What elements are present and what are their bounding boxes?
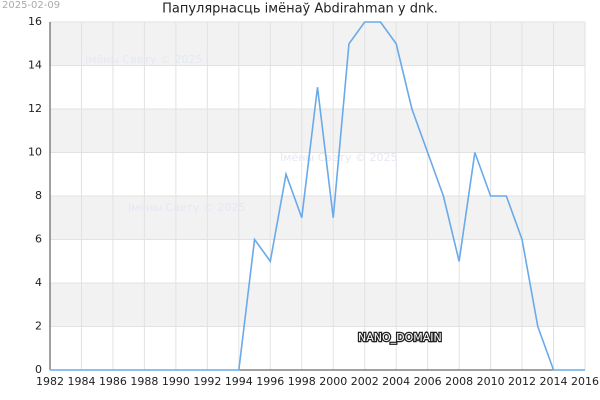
date-stamp: 2025-02-09 (2, 0, 60, 11)
y-tick-label: 6 (35, 233, 42, 246)
x-tick-label: 1988 (130, 375, 158, 388)
band (50, 196, 585, 240)
x-tick-label: 2006 (414, 375, 442, 388)
watermark: Імёны Свету © 2025 (85, 53, 203, 66)
chart-title: Папулярнасць імёнаў Abdirahman у dnk. (162, 2, 438, 17)
y-tick-label: 12 (28, 102, 42, 115)
x-tick-label: 1992 (193, 375, 221, 388)
band (50, 22, 585, 66)
y-tick-label: 14 (28, 59, 42, 72)
y-tick-label: 8 (35, 189, 42, 202)
x-tick-label: 2010 (477, 375, 505, 388)
x-tick-label: 2014 (540, 375, 568, 388)
x-tick-label: 2004 (382, 375, 410, 388)
watermark: Імёны Свету © 2025 (128, 201, 246, 214)
x-tick-label: 2000 (319, 375, 347, 388)
x-tick-label: 1982 (36, 375, 64, 388)
line (50, 21, 585, 371)
brand: NANO_DOMAIN (358, 331, 442, 344)
x-tick-label: 2012 (508, 375, 536, 388)
y-tick-label: 10 (28, 146, 42, 159)
x-tick-label: 2016 (571, 375, 599, 388)
x-tick-label: 1996 (256, 375, 284, 388)
y-tick-label: 4 (35, 276, 42, 289)
x-tick-label: 1984 (67, 375, 95, 388)
band (50, 109, 585, 153)
x-tick-label: 1986 (99, 375, 127, 388)
x-tick-label: 2002 (351, 375, 379, 388)
band (50, 283, 585, 327)
x-tick-label: 1990 (162, 375, 190, 388)
y-tick-label: 0 (35, 363, 42, 376)
x-tick-label: 2008 (445, 375, 473, 388)
x-tick-label: 1994 (225, 375, 253, 388)
y-tick-label: 16 (28, 15, 42, 28)
x-tick-label: 1998 (288, 375, 316, 388)
y-tick-label: 2 (35, 320, 42, 333)
